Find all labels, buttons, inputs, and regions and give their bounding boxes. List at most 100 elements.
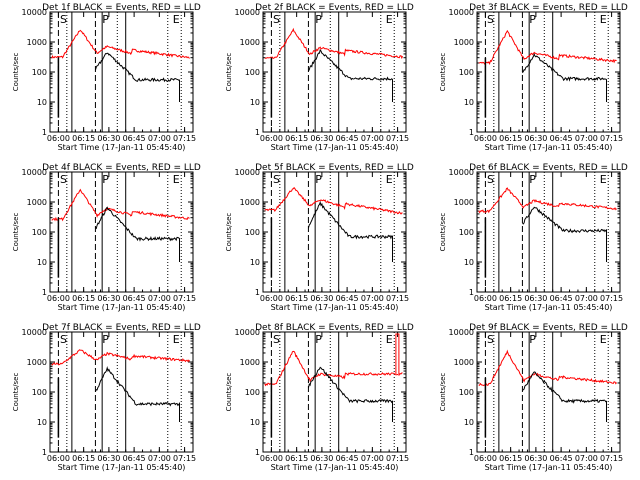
x-tick-label: 06:15 — [72, 134, 95, 143]
y-tick-label: 10000 — [235, 328, 260, 337]
panel-title: Det 8f BLACK = Events, RED = LLD — [255, 323, 414, 333]
x-tick-label: 06:00 — [474, 294, 497, 303]
y-axis-label: Counts/sec — [439, 53, 447, 92]
panel-det-3: Det 3f BLACK = Events, RED = LLD 1 10 100 10… — [439, 3, 628, 152]
y-tick-label: 1 — [42, 288, 47, 297]
y-tick-label: 1000 — [240, 358, 260, 367]
x-tick-label: 06:00 — [260, 134, 283, 143]
x-tick-label: 07:15 — [386, 294, 409, 303]
marker-e: E — [386, 333, 393, 346]
x-tick-label: 07:00 — [148, 294, 171, 303]
panel-title: Det 3f BLACK = Events, RED = LLD — [469, 3, 628, 13]
x-axis-label: Start Time (17-Jan-11 05:45:40) — [271, 303, 399, 312]
panel-title: Det 5f BLACK = Events, RED = LLD — [255, 163, 414, 173]
y-tick-label: 10 — [250, 258, 260, 267]
x-tick-label: 06:30 — [97, 294, 120, 303]
x-tick-label: 06:00 — [474, 134, 497, 143]
marker-s: S — [487, 13, 494, 26]
y-tick-label: 1 — [255, 288, 260, 297]
y-tick-label: 100 — [245, 68, 260, 77]
panel-det-4: Det 4f BLACK = Events, RED = LLD 1 10 100 10… — [12, 163, 201, 312]
y-tick-label: 1 — [469, 288, 474, 297]
panel-title: Det 1f BLACK = Events, RED = LLD — [42, 3, 201, 13]
x-tick-label: 06:45 — [550, 454, 573, 463]
events-series-line — [307, 366, 393, 422]
x-tick-label: 07:00 — [575, 134, 598, 143]
marker-e: E — [386, 13, 393, 26]
panel-det-8: Det 8f BLACK = Events, RED = LLD 1 10 100 10… — [225, 323, 414, 472]
x-tick-label: 07:00 — [575, 454, 598, 463]
x-axis-label: Start Time (17-Jan-11 05:45:40) — [485, 143, 613, 152]
y-tick-label: 100 — [32, 228, 47, 237]
x-tick-label: 07:15 — [386, 134, 409, 143]
x-axis-label: Start Time (17-Jan-11 05:45:40) — [58, 143, 186, 152]
y-tick-label: 1000 — [27, 358, 47, 367]
x-tick-label: 06:30 — [97, 454, 120, 463]
y-tick-label: 10 — [37, 98, 47, 107]
x-tick-label: 07:15 — [386, 454, 409, 463]
x-axis-label: Start Time (17-Jan-11 05:45:40) — [58, 463, 186, 472]
y-tick-label: 100 — [32, 388, 47, 397]
y-tick-label: 1000 — [27, 198, 47, 207]
y-axis-label: Counts/sec — [439, 213, 447, 252]
y-tick-label: 10000 — [235, 168, 260, 177]
x-tick-label: 06:15 — [285, 294, 308, 303]
y-tick-label: 100 — [459, 228, 474, 237]
y-axis-label: Counts/sec — [225, 373, 233, 412]
x-tick-label: 06:15 — [499, 454, 522, 463]
x-tick-label: 06:45 — [123, 454, 146, 463]
y-tick-label: 1000 — [454, 198, 474, 207]
lld-series-line — [51, 29, 190, 59]
panel-det-2: Det 2f BLACK = Events, RED = LLD 1 10 100 10… — [225, 3, 414, 152]
x-tick-label: 07:00 — [575, 294, 598, 303]
marker-p: P — [315, 333, 322, 346]
lld-series-line — [51, 349, 190, 366]
x-tick-label: 07:15 — [600, 454, 623, 463]
x-tick-label: 06:30 — [524, 454, 547, 463]
x-tick-label: 06:00 — [474, 454, 497, 463]
y-axis-label: Counts/sec — [225, 213, 233, 252]
marker-p: P — [529, 333, 536, 346]
marker-e: E — [173, 13, 180, 26]
x-tick-label: 07:00 — [148, 134, 171, 143]
y-tick-label: 1 — [469, 448, 474, 457]
y-tick-label: 1 — [42, 128, 47, 137]
y-tick-label: 1 — [255, 128, 260, 137]
y-tick-label: 10 — [464, 98, 474, 107]
x-tick-label: 06:45 — [336, 294, 359, 303]
lld-series-line — [264, 27, 404, 60]
y-axis-label: Counts/sec — [12, 373, 20, 412]
y-tick-label: 100 — [459, 388, 474, 397]
x-tick-label: 06:00 — [47, 294, 70, 303]
marker-s: S — [60, 173, 67, 186]
events-series-line — [522, 206, 607, 262]
y-tick-label: 10 — [250, 418, 260, 427]
x-tick-label: 06:45 — [123, 134, 146, 143]
x-tick-label: 06:45 — [336, 134, 359, 143]
events-series-line — [307, 200, 393, 262]
x-tick-label: 07:00 — [361, 294, 384, 303]
x-tick-label: 06:45 — [550, 294, 573, 303]
y-tick-label: 1000 — [27, 38, 47, 47]
marker-p: P — [315, 13, 322, 26]
x-tick-label: 07:15 — [600, 294, 623, 303]
x-tick-label: 06:30 — [524, 134, 547, 143]
y-tick-label: 1000 — [454, 38, 474, 47]
marker-e: E — [600, 173, 607, 186]
marker-s: S — [273, 13, 280, 26]
x-tick-label: 07:15 — [173, 134, 196, 143]
marker-e: E — [600, 13, 607, 26]
y-tick-label: 10 — [464, 418, 474, 427]
panel-det-7: Det 7f BLACK = Events, RED = LLD 1 10 100 10… — [12, 323, 201, 472]
y-tick-label: 100 — [245, 228, 260, 237]
lld-series-line — [264, 186, 403, 215]
marker-e: E — [386, 173, 393, 186]
x-tick-label: 06:45 — [550, 134, 573, 143]
x-axis-label: Start Time (17-Jan-11 05:45:40) — [485, 303, 613, 312]
y-tick-label: 100 — [32, 68, 47, 77]
x-tick-label: 06:15 — [499, 294, 522, 303]
x-tick-label: 06:30 — [310, 134, 333, 143]
events-series-line — [94, 366, 180, 422]
marker-s: S — [273, 173, 280, 186]
y-tick-label: 10000 — [22, 8, 47, 17]
